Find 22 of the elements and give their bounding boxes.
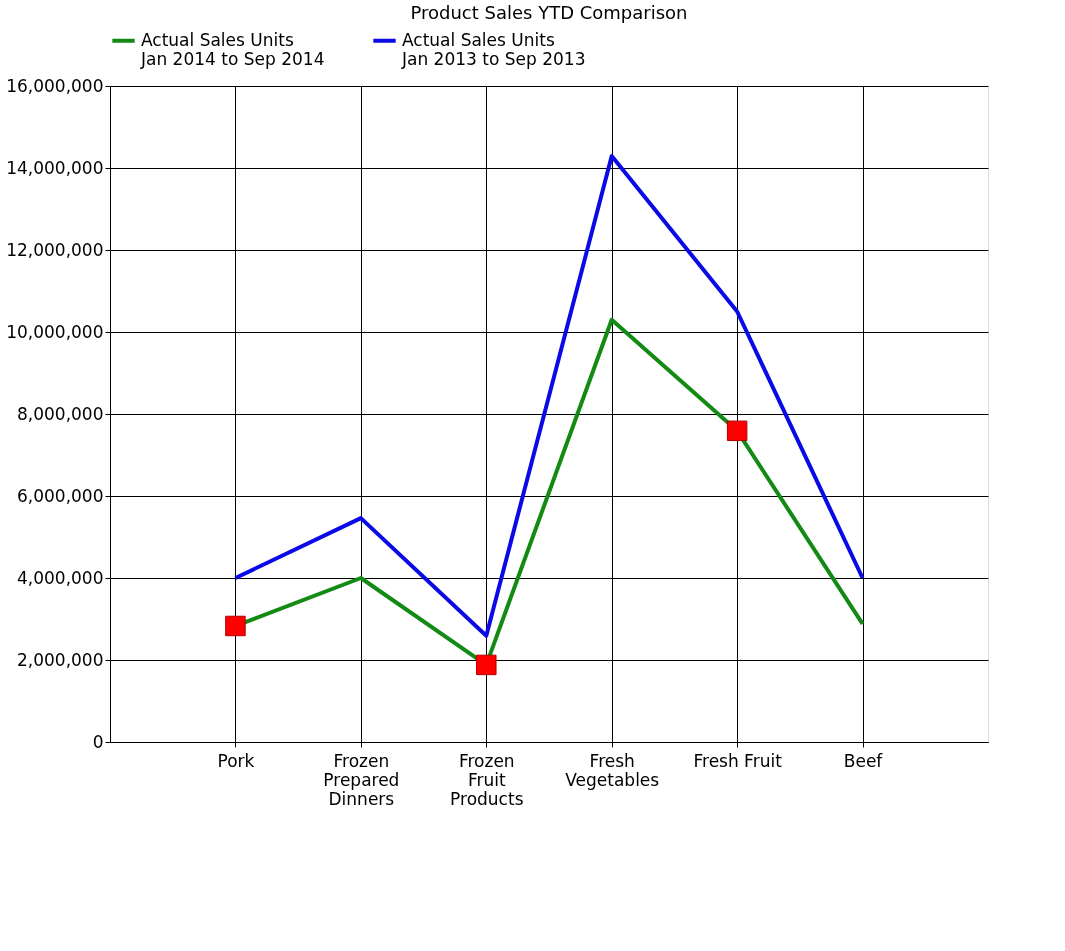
x-tick-label: Pork	[217, 750, 255, 771]
y-tick-label: 12,000,000	[6, 239, 104, 260]
point	[225, 615, 246, 637]
legend-label: Actual Sales Units Jan 2013 to Sep 2013	[401, 29, 586, 69]
y-tick-label: 10,000,000	[6, 321, 104, 342]
y-tick-label: 0	[92, 731, 104, 752]
point	[726, 420, 748, 442]
point	[476, 654, 497, 676]
x-tick-label: Fresh Vegetables	[565, 750, 660, 790]
x-tick-label: Frozen Prepared Dinners	[323, 750, 400, 809]
chart-title: Product Sales YTD Comparison	[410, 2, 688, 23]
line-series	[233, 154, 865, 638]
y-tick-label: 6,000,000	[16, 485, 104, 506]
y-tick-label: 4,000,000	[16, 567, 104, 588]
y-tick-label: 14,000,000	[6, 157, 104, 178]
x-tick-label: Frozen Fruit Products	[450, 750, 524, 809]
legend-label: Actual Sales Units Jan 2014 to Sep 2014	[140, 29, 325, 69]
x-tick-label: Beef	[843, 750, 884, 771]
y-tick-label: 16,000,000	[6, 75, 104, 96]
y-tick-label: 8,000,000	[16, 403, 104, 424]
x-tick-label: Fresh Fruit	[693, 750, 783, 771]
y-tick-label: 2,000,000	[16, 649, 104, 670]
